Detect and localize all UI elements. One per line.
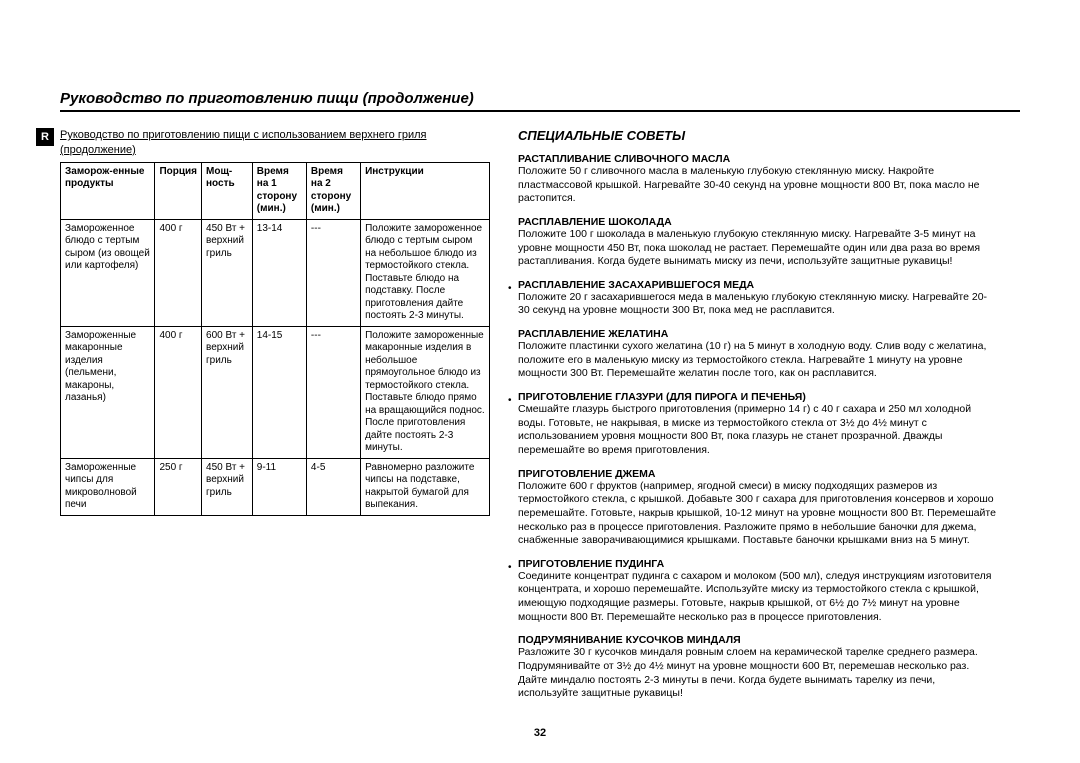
document-page: Руководство по приготовлению пищи (продо…: [0, 0, 1080, 731]
tip-block: •ПРИГОТОВЛЕНИЕ ГЛАЗУРИ (ДЛЯ ПИРОГА И ПЕЧ…: [518, 391, 998, 458]
columns: R Руководство по приготовлению пищи с ис…: [60, 128, 1020, 711]
table-row: Замороженные макаронные изделия (пельмен…: [61, 326, 490, 458]
left-heading: Руководство по приготовлению пищи с испо…: [60, 128, 490, 158]
table-cell: 13-14: [252, 219, 306, 326]
tip-title: РАСПЛАВЛЕНИЕ ЖЕЛАТИНА: [518, 328, 998, 340]
table-cell: ---: [306, 326, 360, 458]
table-header: Инструкции: [361, 162, 490, 219]
tip-block: РАСТАПЛИВАНИЕ СЛИВОЧНОГО МАСЛАПоложите 5…: [518, 153, 998, 206]
table-header: Заморож-енные продукты: [61, 162, 155, 219]
table-cell: 450 Вт + верхний гриль: [202, 458, 253, 515]
tip-title: ПРИГОТОВЛЕНИЕ ДЖЕМА: [518, 468, 998, 480]
table-cell: Положите замороженные макаронные изделия…: [361, 326, 490, 458]
table-cell: 600 Вт + верхний гриль: [202, 326, 253, 458]
tip-block: •РАСПЛАВЛЕНИЕ ЗАСАХАРИВШЕГОСЯ МЕДАПоложи…: [518, 279, 998, 318]
tip-body: Положите 20 г засахарившегося меда в мал…: [518, 291, 998, 318]
tip-body: Смешайте глазурь быстрого приготовления …: [518, 403, 998, 458]
tip-body: Положите 50 г сливочного масла в маленьк…: [518, 165, 998, 206]
table-cell: ---: [306, 219, 360, 326]
table-row: Замороженные чипсы для микроволновой печ…: [61, 458, 490, 515]
tip-body: Положите 600 г фруктов (например, ягодно…: [518, 480, 998, 548]
tip-title: РАСПЛАВЛЕНИЕ ЗАСАХАРИВШЕГОСЯ МЕДА: [518, 279, 998, 291]
tip-title: РАСПЛАВЛЕНИЕ ШОКОЛАДА: [518, 216, 998, 228]
table-cell: Замороженные чипсы для микроволновой печ…: [61, 458, 155, 515]
tip-block: ПОДРУМЯНИВАНИЕ КУСОЧКОВ МИНДАЛЯРазложите…: [518, 634, 998, 701]
table-cell: Равномерно разложите чипсы на подставке,…: [361, 458, 490, 515]
table-header: Время на 1 сторону (мин.): [252, 162, 306, 219]
bullet-icon: •: [508, 283, 512, 294]
tip-block: РАСПЛАВЛЕНИЕ ЖЕЛАТИНАПоложите пластинки …: [518, 328, 998, 381]
side-tab: R: [36, 128, 54, 146]
table-cell: Замороженное блюдо с тертым сыром (из ов…: [61, 219, 155, 326]
tip-block: РАСПЛАВЛЕНИЕ ШОКОЛАДАПоложите 100 г шоко…: [518, 216, 998, 269]
table-header: Время на 2 сторону (мин.): [306, 162, 360, 219]
cooking-table: Заморож-енные продуктыПорцияМощ-ностьВре…: [60, 162, 490, 516]
table-header: Порция: [155, 162, 202, 219]
table-row: Замороженное блюдо с тертым сыром (из ов…: [61, 219, 490, 326]
table-cell: Замороженные макаронные изделия (пельмен…: [61, 326, 155, 458]
tip-body: Положите пластинки сухого желатина (10 г…: [518, 340, 998, 381]
left-column: R Руководство по приготовлению пищи с ис…: [60, 128, 490, 711]
table-cell: 400 г: [155, 219, 202, 326]
tip-title: ПРИГОТОВЛЕНИЕ ГЛАЗУРИ (ДЛЯ ПИРОГА И ПЕЧЕ…: [518, 391, 998, 403]
table-cell: 250 г: [155, 458, 202, 515]
page-number: 32: [0, 727, 1080, 739]
tip-title: ПОДРУМЯНИВАНИЕ КУСОЧКОВ МИНДАЛЯ: [518, 634, 998, 646]
tip-body: Разложите 30 г кусочков миндаля ровным с…: [518, 646, 998, 701]
bullet-icon: •: [508, 562, 512, 573]
tip-body: Соедините концентрат пудинга с сахаром и…: [518, 570, 998, 625]
bullet-icon: •: [508, 395, 512, 406]
table-cell: 9-11: [252, 458, 306, 515]
table-cell: 450 Вт + верхний гриль: [202, 219, 253, 326]
tip-body: Положите 100 г шоколада в маленькую глуб…: [518, 228, 998, 269]
table-cell: 400 г: [155, 326, 202, 458]
table-cell: Положите замороженное блюдо с тертым сыр…: [361, 219, 490, 326]
tips-heading: СПЕЦИАЛЬНЫЕ СОВЕТЫ: [518, 128, 998, 143]
tip-block: ПРИГОТОВЛЕНИЕ ДЖЕМАПоложите 600 г фрукто…: [518, 468, 998, 548]
table-cell: 14-15: [252, 326, 306, 458]
table-cell: 4-5: [306, 458, 360, 515]
tip-title: РАСТАПЛИВАНИЕ СЛИВОЧНОГО МАСЛА: [518, 153, 998, 165]
page-title: Руководство по приготовлению пищи (продо…: [60, 90, 1020, 112]
right-column: СПЕЦИАЛЬНЫЕ СОВЕТЫ РАСТАПЛИВАНИЕ СЛИВОЧН…: [518, 128, 998, 711]
table-header: Мощ-ность: [202, 162, 253, 219]
tip-block: •ПРИГОТОВЛЕНИЕ ПУДИНГАСоедините концентр…: [518, 558, 998, 625]
tip-title: ПРИГОТОВЛЕНИЕ ПУДИНГА: [518, 558, 998, 570]
